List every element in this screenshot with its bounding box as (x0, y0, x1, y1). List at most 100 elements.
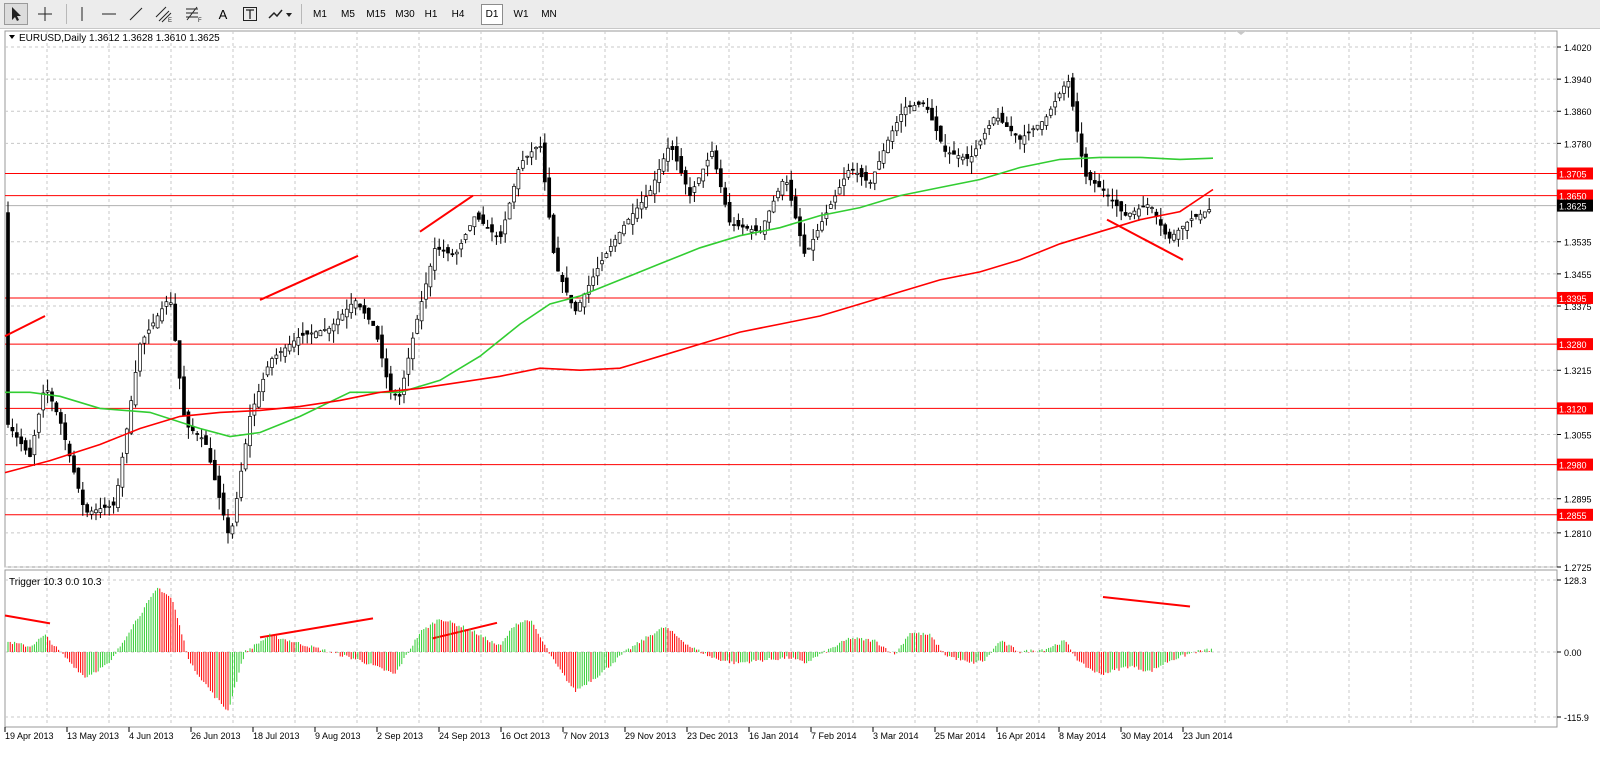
candle-body (243, 443, 248, 470)
candle-body (58, 412, 63, 424)
fibonacci-tool[interactable]: F (181, 3, 207, 25)
fibonacci-icon: F (186, 6, 202, 23)
level-price-label: 1.3705 (1559, 169, 1587, 179)
equidistant-channel-tool[interactable]: E (151, 3, 177, 25)
candle-body (912, 104, 917, 112)
candle-body (36, 413, 41, 433)
candle-body (789, 179, 794, 201)
candle-body (296, 337, 301, 346)
indicator-tick-label: 128.3 (1564, 576, 1587, 586)
candle-body (674, 146, 679, 162)
candle-body (1048, 108, 1053, 116)
candle-body (749, 229, 754, 233)
candle-body (454, 251, 459, 255)
vertical-line-tool[interactable] (70, 3, 94, 25)
candle-body (762, 220, 767, 235)
candle-body (1163, 224, 1168, 235)
timeframe-m15-button[interactable]: M15 (366, 9, 386, 20)
candle-body (648, 190, 653, 196)
arrows-tool[interactable] (265, 3, 295, 25)
candle-body (560, 274, 565, 283)
candle-body (516, 169, 521, 190)
candle-body (982, 132, 987, 140)
candle-body (331, 323, 336, 332)
candle-body (947, 152, 952, 155)
time-tick-label: 16 Oct 2013 (501, 731, 550, 741)
chart-canvas[interactable]: 1.4020 1.3940 1.3860 1.3780 1.3535 1.3455 1.33… (0, 29, 1600, 760)
candle-body (701, 168, 706, 182)
candle-body (89, 510, 94, 515)
crosshair-icon (38, 7, 52, 21)
trendline-icon (129, 7, 143, 21)
time-tick-label: 9 Aug 2013 (315, 731, 361, 741)
chart-shift-marker[interactable] (1236, 31, 1246, 35)
timeframe-h1-button[interactable]: H1 (424, 9, 438, 20)
trend-line (259, 254, 359, 301)
timeframe-w1-button[interactable]: W1 (513, 9, 529, 20)
moving-averages (4, 156, 1214, 474)
crosshair-tool[interactable] (32, 3, 58, 25)
text-label-tool[interactable] (238, 3, 262, 25)
candle-body (1092, 180, 1097, 184)
candle-body (428, 265, 433, 288)
candle-body (824, 212, 829, 219)
candle-body (529, 151, 534, 158)
chart-collapse-icon[interactable] (9, 35, 15, 39)
candle-body (1079, 133, 1084, 157)
level-price-tag (1557, 291, 1593, 304)
candle-body (745, 226, 750, 229)
candle-body (534, 147, 538, 150)
trendline-tool[interactable] (124, 3, 148, 25)
current-price-tag (1557, 199, 1593, 212)
text-tool[interactable]: A (211, 3, 235, 25)
candle-body (481, 214, 486, 224)
time-tick-label: 2 Sep 2013 (377, 731, 423, 741)
price-tick-label: 1.3535 (1564, 238, 1592, 248)
price-tick-label: 1.3455 (1564, 270, 1592, 280)
candle-body (1066, 81, 1071, 88)
candle-body (996, 117, 1000, 122)
candle-body (19, 436, 24, 445)
candle-body (736, 220, 741, 227)
candle-body (318, 330, 323, 337)
candle-body (1018, 135, 1022, 140)
vertical-line-icon (81, 7, 83, 21)
candle-body (129, 400, 134, 434)
candle-body (806, 247, 811, 250)
candle-body (441, 249, 446, 252)
cursor-tool[interactable] (4, 3, 28, 25)
candle-body (1101, 188, 1106, 191)
timeframe-m5-button[interactable]: M5 (341, 9, 355, 20)
candle-body (547, 177, 552, 218)
timeframe-m1-button[interactable]: M1 (313, 9, 327, 20)
candle-body (1022, 135, 1027, 145)
level-price-tag (1557, 167, 1593, 180)
timeframe-m30-button[interactable]: M30 (395, 9, 415, 20)
candle-body (309, 332, 314, 335)
candle-body (463, 234, 468, 240)
timeframe-h4-button[interactable]: H4 (451, 9, 465, 20)
horizontal-line-tool[interactable] (97, 3, 121, 25)
candle-body (239, 470, 244, 498)
candle-body (666, 147, 670, 162)
timeframe-d1-button[interactable]: D1 (481, 4, 503, 25)
candle-body (1141, 205, 1146, 208)
level-price-label: 1.3395 (1559, 294, 1587, 304)
candle-body (177, 340, 182, 379)
candle-body (802, 234, 807, 254)
timeframe-mn-button[interactable]: MN (541, 9, 557, 20)
candle-body (1136, 208, 1141, 217)
time-tick-label: 19 Apr 2013 (5, 731, 54, 741)
time-tick-label: 25 Mar 2014 (935, 731, 986, 741)
candle-body (934, 116, 939, 132)
candle-body (14, 432, 19, 438)
candle-body (582, 293, 587, 308)
candle-body (199, 437, 204, 440)
candle-body (542, 142, 547, 183)
candle-body (1040, 121, 1044, 130)
candle-body (1114, 199, 1119, 207)
candle-body (419, 301, 424, 322)
candle-body (1106, 194, 1110, 197)
candle-body (116, 485, 120, 508)
candle-body (450, 253, 455, 256)
